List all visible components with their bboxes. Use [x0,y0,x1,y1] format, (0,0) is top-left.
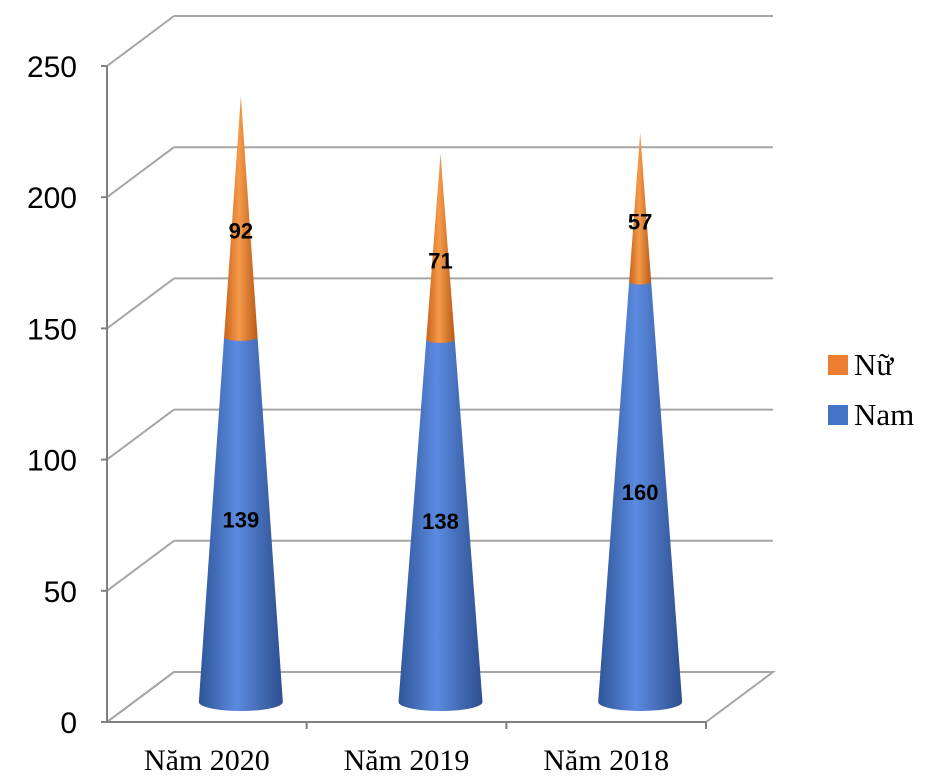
gridline-side [106,408,175,461]
data-label: 57 [628,209,652,234]
data-label: 138 [422,509,459,534]
x-tick-label: Năm 2019 [344,744,470,777]
legend-item-nam: Nam [828,390,914,440]
legend-item-nu: Nữ [828,340,914,390]
y-tick-label: 150 [27,313,77,346]
legend-label-nam: Nam [854,397,915,432]
data-label: 139 [222,508,259,533]
gridline-side [106,539,175,592]
cone-nam-1 [398,339,483,711]
gridline-side [106,146,175,199]
gridline-side [106,277,175,330]
cone-nam-0 [198,337,283,711]
data-label: 71 [428,249,452,274]
y-tick-label: 250 [27,51,77,84]
data-label: 92 [229,219,253,244]
x-tick-label: Năm 2020 [144,744,270,777]
data-label: 160 [622,480,659,505]
y-tick-label: 50 [44,576,77,609]
cone-nu-0 [224,95,258,341]
gridline-side [106,15,175,67]
cone-nam-2 [598,282,683,711]
axes: 0 50 100 150 200 250 Năm 2020 Năm 2019 Năm 2018 [27,51,707,777]
data-labels: 139 92 138 71 160 57 [222,209,658,534]
cone-nu-1 [426,153,455,343]
x-tick-label: Năm 2018 [543,744,669,777]
cones [198,95,683,711]
y-tick-label: 0 [60,707,77,740]
legend-label-nu: Nữ [854,347,894,382]
y-tick-label: 100 [27,445,77,478]
legend-swatch-nam [828,405,848,425]
y-tick-label: 200 [27,182,77,215]
legend-swatch-nu [828,355,848,375]
legend: Nữ Nam [828,340,914,440]
gridline-side [106,671,175,723]
cone-nu-2 [629,132,652,285]
